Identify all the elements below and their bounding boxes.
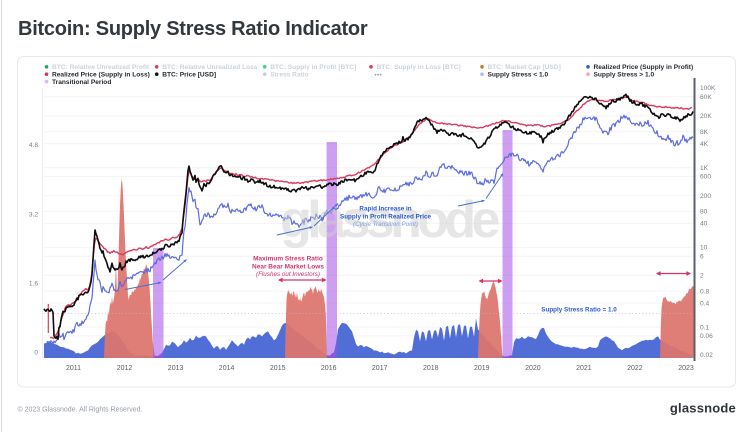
svg-text:0.06: 0.06 — [700, 333, 713, 340]
svg-text:Supply Stress < 1.0: Supply Stress < 1.0 — [488, 72, 549, 79]
svg-text:3.2: 3.2 — [29, 211, 38, 218]
svg-text:BTC: Price [USD]: BTC: Price [USD] — [162, 72, 216, 79]
svg-text:Supply Stress > 1.0: Supply Stress > 1.0 — [594, 72, 655, 79]
svg-text:0: 0 — [34, 350, 38, 357]
svg-text:200: 200 — [700, 193, 711, 200]
svg-text:600: 600 — [700, 174, 711, 181]
svg-text:4.8: 4.8 — [29, 142, 38, 149]
svg-text:0.02: 0.02 — [700, 352, 713, 359]
svg-text:6: 6 — [700, 253, 704, 260]
svg-text:2017: 2017 — [372, 365, 388, 372]
svg-text:2018: 2018 — [423, 365, 439, 372]
svg-text:BTC: Supply in Profit [BTC]: BTC: Supply in Profit [BTC] — [270, 64, 356, 71]
svg-text:1.6: 1.6 — [29, 281, 38, 288]
svg-text:glassnode: glassnode — [670, 401, 736, 416]
svg-text:0.8: 0.8 — [700, 288, 709, 295]
svg-text:BTC: Relative Unrealized Loss: BTC: Relative Unrealized Loss — [162, 64, 258, 71]
svg-text:2020: 2020 — [525, 365, 541, 372]
svg-text:2: 2 — [700, 273, 704, 280]
svg-text:© 2023 Glassnode. All Rights R: © 2023 Glassnode. All Rights Reserved. — [18, 406, 143, 414]
svg-text:2014: 2014 — [219, 365, 235, 372]
svg-text:Supply Stress Ratio = 1.0: Supply Stress Ratio = 1.0 — [541, 307, 617, 314]
svg-text:(Cycle Transition Point): (Cycle Transition Point) — [353, 221, 418, 228]
svg-text:2016: 2016 — [321, 365, 337, 372]
svg-text:100K: 100K — [700, 85, 716, 92]
svg-text:Bitcoin: Supply Stress Ratio I: Bitcoin: Supply Stress Ratio Indicator — [18, 18, 368, 40]
svg-text:60K: 60K — [700, 94, 712, 101]
svg-text:BTC: Supply in Loss [BTC]: BTC: Supply in Loss [BTC] — [377, 64, 461, 71]
svg-text:2011: 2011 — [66, 365, 81, 372]
svg-text:2023: 2023 — [678, 365, 694, 372]
svg-text:10: 10 — [700, 245, 708, 252]
svg-text:2012: 2012 — [117, 365, 133, 372]
svg-text:0.1: 0.1 — [700, 324, 709, 331]
svg-text:Stress Ratio: Stress Ratio — [270, 72, 308, 79]
svg-text:2022: 2022 — [627, 365, 643, 372]
svg-text:2015: 2015 — [270, 365, 286, 372]
svg-text:2019: 2019 — [474, 365, 490, 372]
svg-text:glassnode: glassnode — [280, 191, 499, 249]
svg-text:(Flushes out Investors): (Flushes out Investors) — [256, 271, 320, 278]
svg-text:0.4: 0.4 — [700, 300, 709, 307]
svg-text:80: 80 — [700, 209, 708, 216]
svg-text:Maximum Stress Ratio: Maximum Stress Ratio — [253, 256, 323, 263]
svg-text:40: 40 — [700, 221, 708, 228]
svg-text:Realized Price (Supply in Loss: Realized Price (Supply in Loss) — [52, 72, 150, 79]
svg-text:Rapid Increase in: Rapid Increase in — [359, 206, 411, 213]
svg-text:2013: 2013 — [168, 365, 184, 372]
svg-text:8K: 8K — [700, 129, 709, 136]
svg-text:2021: 2021 — [576, 365, 592, 372]
svg-text:Near Bear Market Lows: Near Bear Market Lows — [252, 264, 324, 271]
svg-text:BTC: Market Cap [USD]: BTC: Market Cap [USD] — [488, 64, 561, 71]
svg-text:Transitional Period: Transitional Period — [52, 79, 111, 86]
svg-text:1K: 1K — [700, 165, 709, 172]
svg-text:BTC: Relative Unrealized Profi: BTC: Relative Unrealized Profit — [52, 64, 150, 71]
svg-text:20K: 20K — [700, 113, 712, 120]
svg-text:Realized Price (Supply in Prof: Realized Price (Supply in Profit) — [594, 64, 694, 71]
svg-text:Supply in Profit Realized Pric: Supply in Profit Realized Price — [340, 214, 431, 221]
svg-text:4K: 4K — [700, 141, 709, 148]
